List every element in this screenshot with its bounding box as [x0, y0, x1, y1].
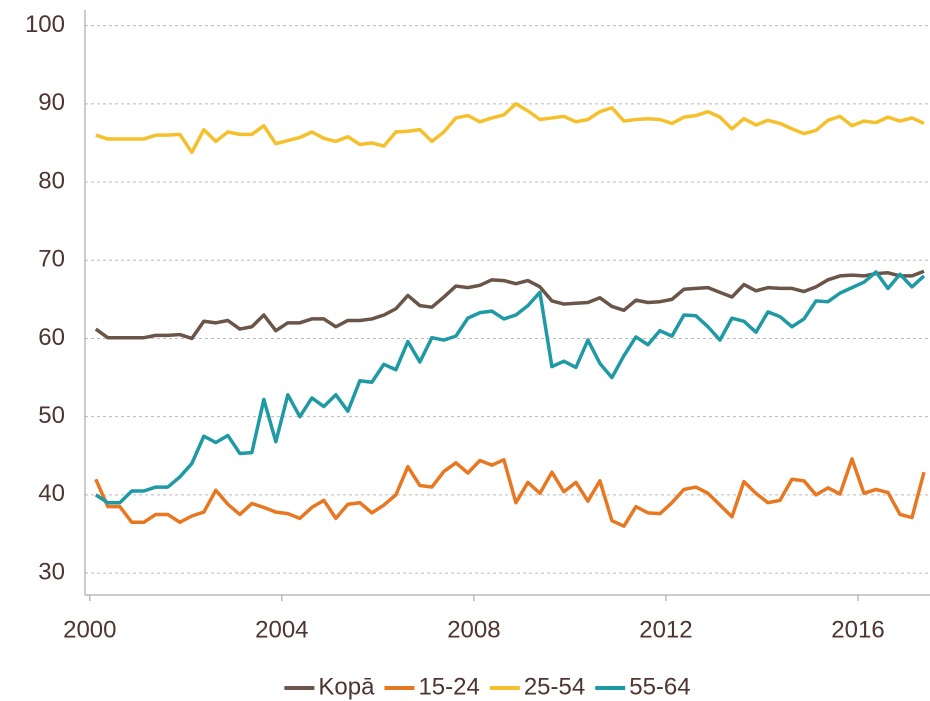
y-tick-label: 50 [38, 402, 65, 429]
y-tick-label: 30 [38, 558, 65, 585]
legend: Kopā 15-24 25-54 55-64 [284, 673, 691, 700]
series-line [94, 270, 926, 505]
y-tick-label: 90 [38, 89, 65, 116]
legend-label: 55-64 [629, 673, 690, 700]
legend-label: 25-54 [524, 673, 585, 700]
legend-label: Kopā [318, 673, 375, 700]
series-line [94, 457, 926, 528]
y-tick-label: 100 [25, 11, 65, 38]
x-tick-label: 2004 [255, 616, 308, 643]
y-tick-label: 40 [38, 480, 65, 507]
x-tick-label: 2016 [831, 616, 884, 643]
x-tick-label: 2012 [639, 616, 692, 643]
x-tick-label: 2008 [447, 616, 500, 643]
y-tick-label: 60 [38, 324, 65, 351]
series-line [94, 269, 925, 341]
y-tick-label: 80 [38, 167, 65, 194]
legend-label: 15-24 [418, 673, 479, 700]
series-line [95, 102, 925, 155]
y-tick-label: 70 [38, 246, 65, 273]
x-tick-label: 2000 [63, 616, 116, 643]
